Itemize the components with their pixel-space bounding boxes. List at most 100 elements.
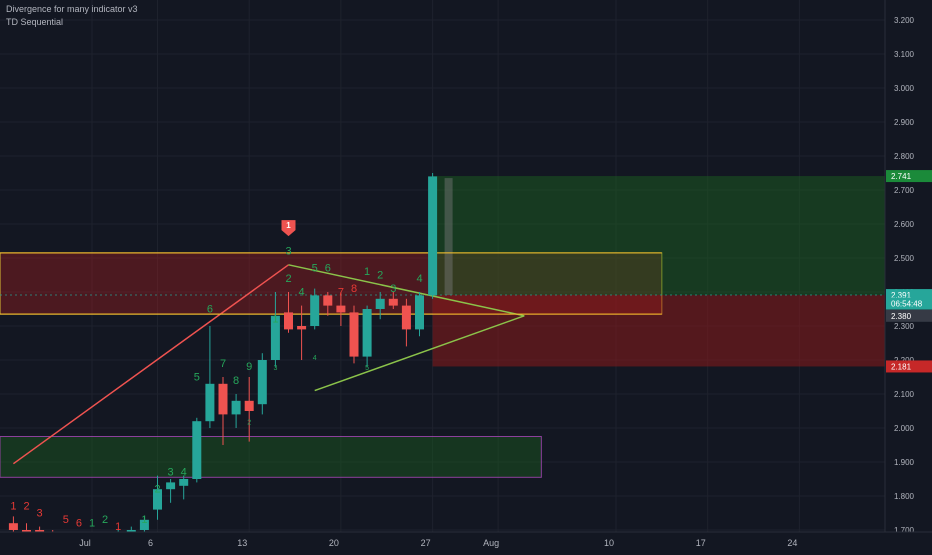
price-tick-label: 1.700 <box>894 526 915 535</box>
indicator-label-divergence[interactable]: Divergence for many indicator v3 <box>6 4 138 14</box>
candle-body <box>8 523 18 530</box>
time-tick-label: 6 <box>148 538 153 548</box>
td-count-label: 2 <box>154 484 160 496</box>
price-tick-label: 2.300 <box>894 322 915 331</box>
candle-body <box>231 400 241 415</box>
time-tick-label: 17 <box>696 538 706 548</box>
td-count-label: 9 <box>246 361 252 373</box>
price-label-box <box>886 309 932 322</box>
price-tick-label: 3.100 <box>894 50 915 59</box>
td-count-label: 6 <box>76 518 82 530</box>
price-tick-label: 2.800 <box>894 152 915 161</box>
candle-body <box>270 315 280 360</box>
price-label-text: 2.741 <box>891 172 912 181</box>
td-count-label: 8 <box>351 283 357 295</box>
time-tick-label: 13 <box>237 538 247 548</box>
td-count-label: 3 <box>168 467 174 479</box>
td-count-label: 5 <box>63 514 69 526</box>
time-axis <box>0 532 932 550</box>
td-count-label: 1 <box>89 518 95 530</box>
price-tick-label: 3.200 <box>894 16 915 25</box>
zone-green <box>0 436 542 478</box>
zone-position_loss <box>432 295 885 367</box>
price-tick-label: 3.000 <box>894 84 915 93</box>
candle-body <box>336 305 346 313</box>
candle-body <box>362 309 372 357</box>
td-count-label: 2 <box>102 514 108 526</box>
candle-body <box>244 400 254 411</box>
td-count-label: 1 <box>10 501 16 513</box>
td-count-label: 1 <box>115 521 121 533</box>
price-axis <box>885 0 932 550</box>
candle-body <box>192 421 202 479</box>
candle-body <box>218 383 228 415</box>
line-triangle_bottom <box>314 315 525 392</box>
candle-body <box>388 298 398 306</box>
time-tick-label: 20 <box>329 538 339 548</box>
candle-body <box>166 482 176 490</box>
td-count-label: 2 <box>377 269 383 281</box>
td-count-label: 6 <box>325 263 331 275</box>
td-count-label: 3 <box>285 246 291 258</box>
candle-body <box>284 312 293 330</box>
candle-body <box>153 489 162 510</box>
price-label-box <box>886 170 932 183</box>
price-tick-label: 2.500 <box>894 254 915 263</box>
td-count-label: 8 <box>233 375 239 387</box>
candle-body <box>139 519 149 530</box>
candle-body <box>179 479 189 486</box>
td-count-label: 7 <box>220 358 226 370</box>
line-triangle_top <box>288 264 525 317</box>
td-count-label: 7 <box>338 286 344 298</box>
td-count-label: 2 <box>23 501 29 513</box>
price-tick-label: 2.900 <box>894 118 915 127</box>
price-tick-label: 1.800 <box>894 492 915 501</box>
td-count-label: 5 <box>194 371 200 383</box>
sell-signal-marker <box>281 220 296 237</box>
candle-body <box>401 305 411 330</box>
td-count-label: 3 <box>37 507 43 519</box>
td-small-label: 4 <box>313 355 317 362</box>
price-label-text: 06:54:48 <box>891 300 923 309</box>
candle-body <box>205 383 215 422</box>
td-count-label: 3 <box>390 283 396 295</box>
sell-signal-label: 1 <box>286 221 291 230</box>
price-tick-label: 1.900 <box>894 458 915 467</box>
candle-body <box>310 295 320 326</box>
td-count-label: 5 <box>312 263 318 275</box>
price-label-text: 2.181 <box>891 362 912 371</box>
td-count-label: 1 <box>272 314 278 326</box>
time-tick-label: Aug <box>483 538 499 548</box>
candle-body <box>257 360 267 405</box>
td-small-label: 5 <box>365 365 369 372</box>
price-tick-label: 2.000 <box>894 424 915 433</box>
price-tick-label: 2.600 <box>894 220 915 229</box>
td-count-label: 1 <box>364 266 370 278</box>
candle-body <box>428 176 438 296</box>
line-trend <box>12 264 289 465</box>
time-tick-label: Jul <box>79 538 91 548</box>
candle-body <box>375 298 385 309</box>
td-small-label: 3 <box>273 365 277 372</box>
time-tick-label: 27 <box>421 538 431 548</box>
projection-column <box>444 178 453 296</box>
td-count-label: 4 <box>181 467 187 479</box>
price-tick-label: 2.700 <box>894 186 915 195</box>
price-label-box <box>886 360 932 373</box>
candle-body <box>415 295 424 330</box>
price-label-text: 2.391 <box>891 291 912 300</box>
td-count-label: 6 <box>207 303 213 315</box>
td-count-label: 4 <box>299 286 305 298</box>
price-label-box <box>886 297 932 310</box>
td-small-label: 2 <box>247 420 251 427</box>
time-tick-label: 10 <box>604 538 614 548</box>
zone-position_profit <box>432 176 885 296</box>
candle-body <box>323 295 333 306</box>
candle-body <box>349 312 359 357</box>
td-count-label: 2 <box>285 273 291 285</box>
indicator-label-td-sequential[interactable]: TD Sequential <box>6 17 64 27</box>
td-count-label: 4 <box>416 273 422 285</box>
candle-body <box>297 326 307 330</box>
